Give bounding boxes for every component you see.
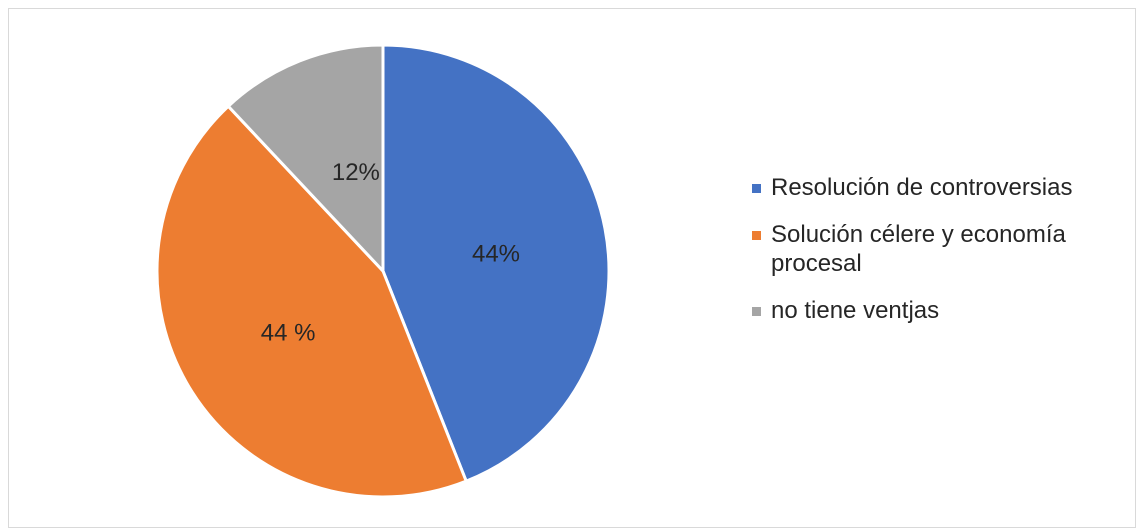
pie-chart: 44% 44 % 12% [155, 43, 611, 499]
legend-label-3: no tiene ventjas [771, 297, 940, 324]
chart-area: 44% 44 % 12% Resolución de controversias So… [8, 8, 1136, 528]
data-label-2: 44 % [261, 320, 316, 347]
legend-item-1: Resolución de controversias [750, 173, 1140, 202]
legend-label-1: Resolución de controversias [771, 174, 1073, 201]
legend: Resolución de controversias Solución céle… [750, 173, 1140, 343]
legend-swatch-1 [752, 184, 761, 193]
pie-slice-3 [226, 43, 385, 273]
pie-slice-1 [381, 43, 611, 483]
legend-swatch-3 [752, 307, 761, 316]
data-label-3: 12% [332, 159, 380, 186]
legend-swatch-2 [752, 231, 761, 240]
pie-slice-2 [155, 104, 468, 499]
legend-label-2: Solución célere y economía procesal [771, 221, 1066, 277]
data-label-1: 44% [472, 241, 520, 268]
legend-item-2: Solución célere y economía procesal [750, 220, 1140, 278]
legend-item-3: no tiene ventjas [750, 296, 1140, 325]
